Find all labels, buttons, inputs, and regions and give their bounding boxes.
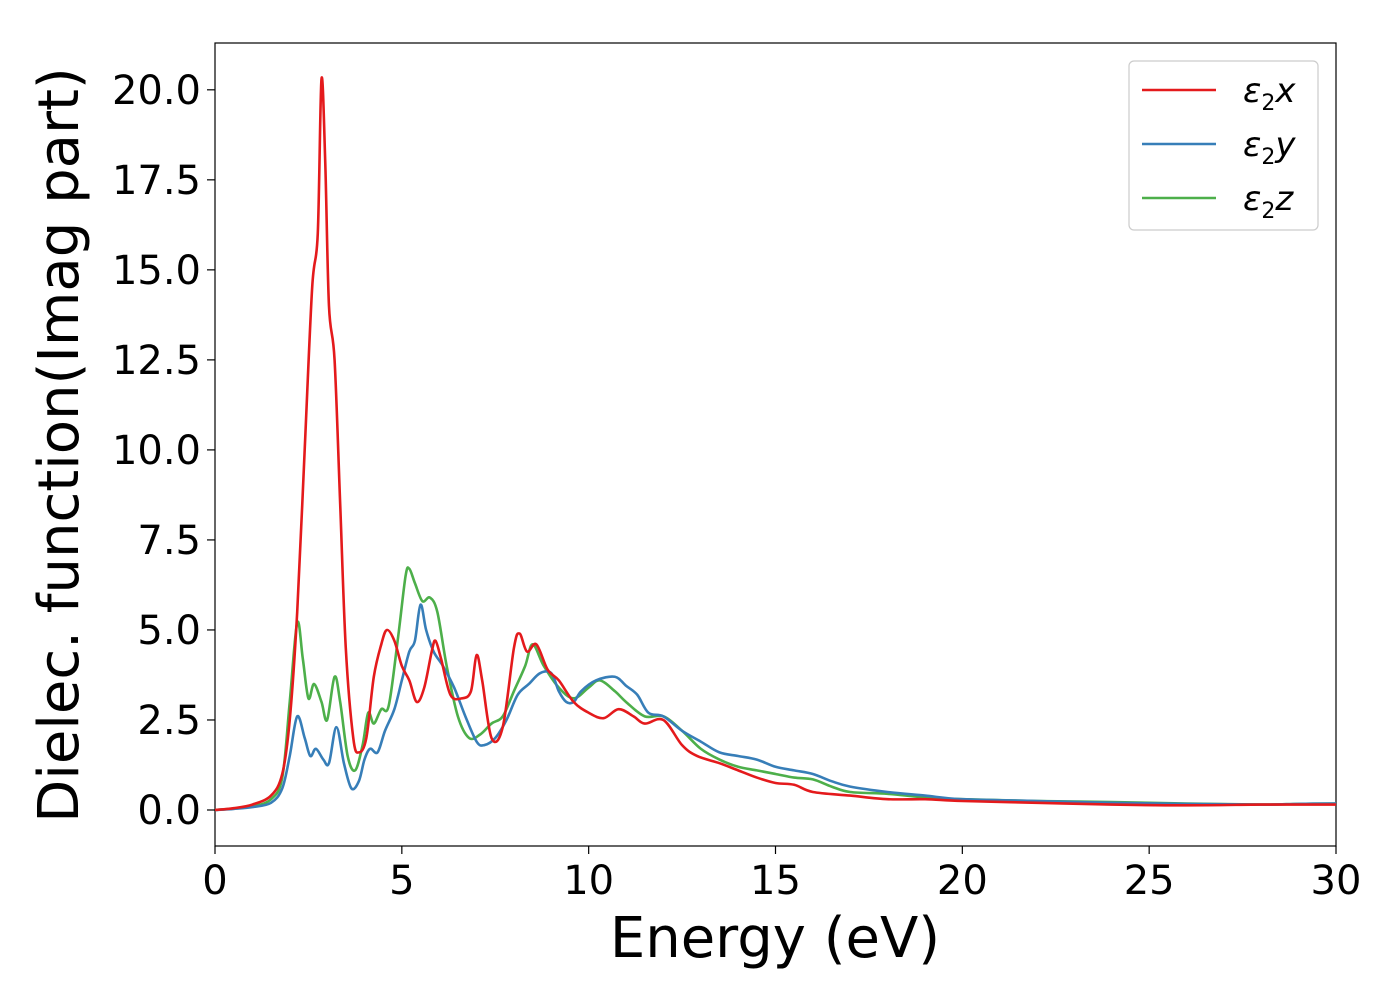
y-axis-title: Dielec. function(Imag part)	[27, 67, 92, 823]
x-tick-label: 25	[1124, 858, 1175, 904]
x-tick-label: 20	[937, 858, 988, 904]
x-tick-label: 0	[202, 858, 227, 904]
y-tick-label: 5.0	[137, 608, 201, 654]
y-tick-label: 15.0	[112, 248, 201, 294]
legend-items: ε2x ε2y ε2z	[1142, 71, 1296, 224]
x-axis-title: Energy (eV)	[610, 906, 940, 971]
x-tick-label: 30	[1311, 858, 1362, 904]
x-tick-label: 5	[389, 858, 414, 904]
y-tick-label: 20.0	[112, 68, 201, 114]
y-tick-label: 7.5	[137, 518, 201, 564]
legend: ε2x ε2y ε2z	[1128, 60, 1319, 231]
series-line-z	[214, 566, 1337, 812]
y-tick-label: 17.5	[112, 158, 201, 204]
x-tick-label: 15	[750, 858, 801, 904]
series-line-x	[214, 76, 1336, 812]
y-tick-label: 0.0	[137, 788, 201, 834]
y-tick-label: 10.0	[112, 428, 201, 474]
legend-label-y: ε2y	[1243, 125, 1296, 170]
series-line-y	[214, 603, 1337, 812]
legend-frame	[1128, 60, 1319, 231]
y-tick-label: 12.5	[112, 338, 201, 384]
legend-label-z: ε2z	[1243, 179, 1294, 224]
y-axis: 0.0 2.5 5.0 7.5 10.0 12.5 15.0 17.5 20.0	[112, 68, 215, 834]
x-axis: 0 5 10 15 20 25 30	[202, 846, 1361, 904]
y-tick-label: 2.5	[137, 698, 201, 744]
legend-label-x: ε2x	[1243, 71, 1296, 116]
series-layer	[214, 76, 1337, 812]
x-tick-label: 10	[563, 858, 614, 904]
